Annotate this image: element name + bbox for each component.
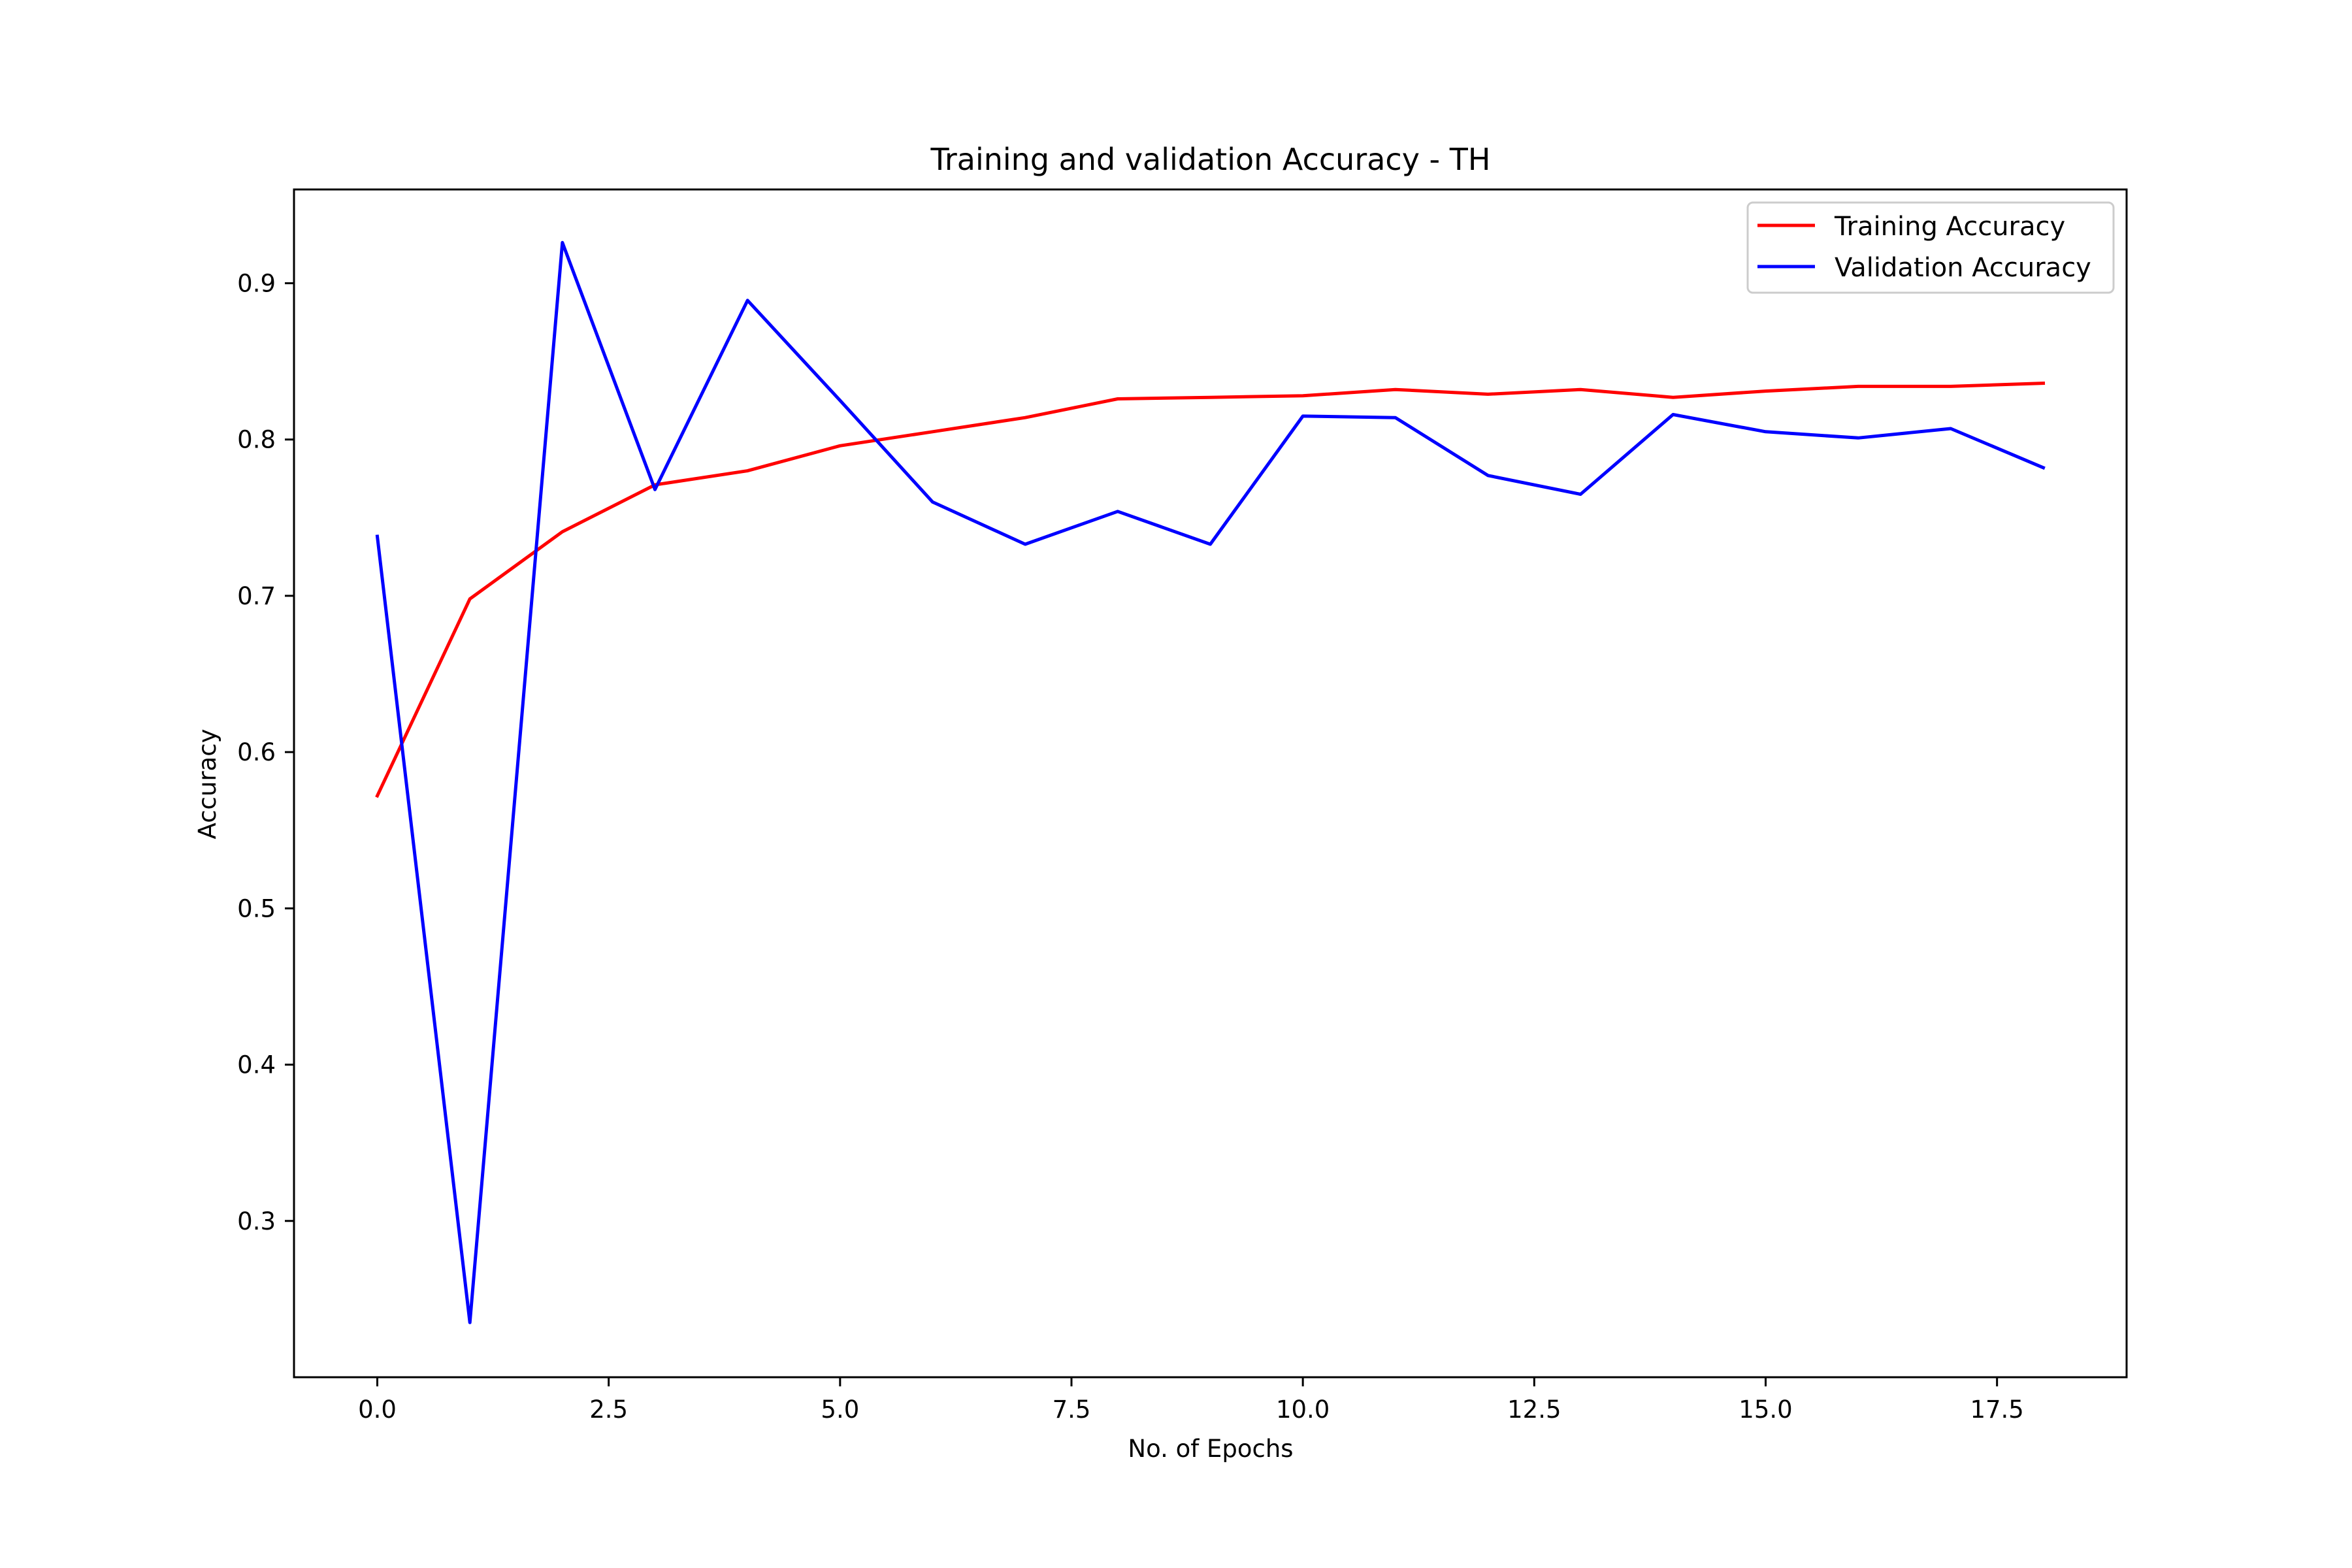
legend: Training Accuracy Validation Accuracy xyxy=(1746,201,2115,294)
axes-frame xyxy=(293,188,2128,1379)
y-tick-label: 0.8 xyxy=(237,426,276,454)
y-tick-label: 0.6 xyxy=(237,738,276,766)
y-tick-label: 0.3 xyxy=(237,1207,276,1235)
x-axis-ticks: 0.0 2.5 5.0 7.5 10.0 12.5 15.0 17.5 xyxy=(358,1377,2024,1424)
y-tick-label: 0.4 xyxy=(237,1051,276,1079)
x-tick-label: 10.0 xyxy=(1276,1396,1330,1424)
training-accuracy-line xyxy=(375,382,2046,798)
y-axis-label: Accuracy xyxy=(193,729,221,840)
chart-title: Training and validation Accuracy - TH xyxy=(930,142,1491,177)
x-tick-label: 17.5 xyxy=(1970,1396,2023,1424)
y-axis-ticks: 0.3 0.4 0.5 0.6 0.7 0.8 0.9 xyxy=(237,270,294,1235)
x-tick-label: 0.0 xyxy=(358,1396,397,1424)
x-tick-label: 7.5 xyxy=(1053,1396,1091,1424)
y-tick-label: 0.5 xyxy=(237,894,276,923)
legend-label-validation: Validation Accuracy xyxy=(1835,253,2091,283)
legend-box xyxy=(1746,201,2115,294)
x-tick-label: 15.0 xyxy=(1739,1396,1792,1424)
legend-label-training: Training Accuracy xyxy=(1834,212,2065,242)
x-tick-label: 2.5 xyxy=(589,1396,628,1424)
x-tick-label: 5.0 xyxy=(821,1396,859,1424)
y-tick-label: 0.7 xyxy=(237,582,276,610)
validation-accuracy-line xyxy=(375,240,2046,1324)
x-axis-label: No. of Epochs xyxy=(1128,1435,1293,1463)
series-lines xyxy=(375,240,2046,1324)
y-tick-label: 0.9 xyxy=(237,270,276,298)
x-tick-label: 12.5 xyxy=(1507,1396,1561,1424)
